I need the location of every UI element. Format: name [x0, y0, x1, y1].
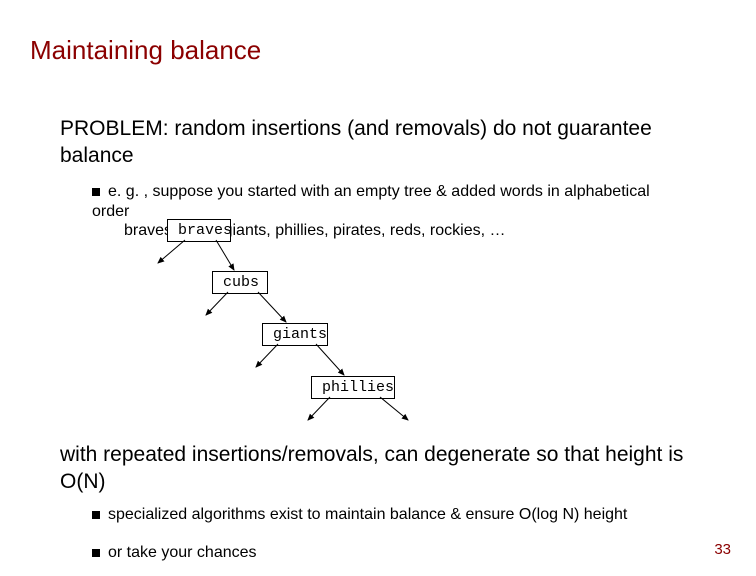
bullet-1a: e. g. , suppose you started with an empt…	[92, 182, 682, 222]
bullet-2b: or take your chances	[92, 543, 257, 563]
slide-title: Maintaining balance	[30, 35, 261, 66]
square-bullet-icon	[92, 511, 100, 519]
degenerate-statement: with repeated insertions/removals, can d…	[60, 441, 700, 496]
square-bullet-icon	[92, 549, 100, 557]
bullet-1a-text: e. g. , suppose you started with an empt…	[92, 183, 650, 220]
tree-node-giants: giants	[262, 323, 328, 346]
tree-node-braves: braves	[167, 219, 231, 242]
tree-node-cubs: cubs	[212, 271, 268, 294]
page-number: 33	[714, 541, 731, 558]
bullet-2b-text: or take your chances	[108, 544, 257, 561]
square-bullet-icon	[92, 188, 100, 196]
bullet-2a: specialized algorithms exist to maintain…	[92, 505, 702, 525]
tree-node-phillies: phillies	[311, 376, 395, 399]
bullet-2a-text: specialized algorithms exist to maintain…	[108, 506, 627, 523]
problem-statement: PROBLEM: random insertions (and removals…	[60, 115, 700, 170]
